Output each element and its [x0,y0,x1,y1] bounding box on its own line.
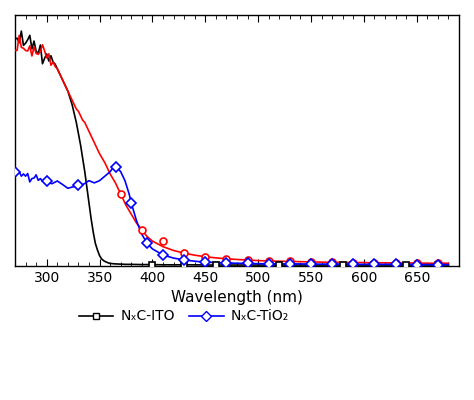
Legend: NₓC-ITO, NₓC-TiO₂: NₓC-ITO, NₓC-TiO₂ [73,304,294,329]
X-axis label: Wavelength (nm): Wavelength (nm) [171,290,303,305]
